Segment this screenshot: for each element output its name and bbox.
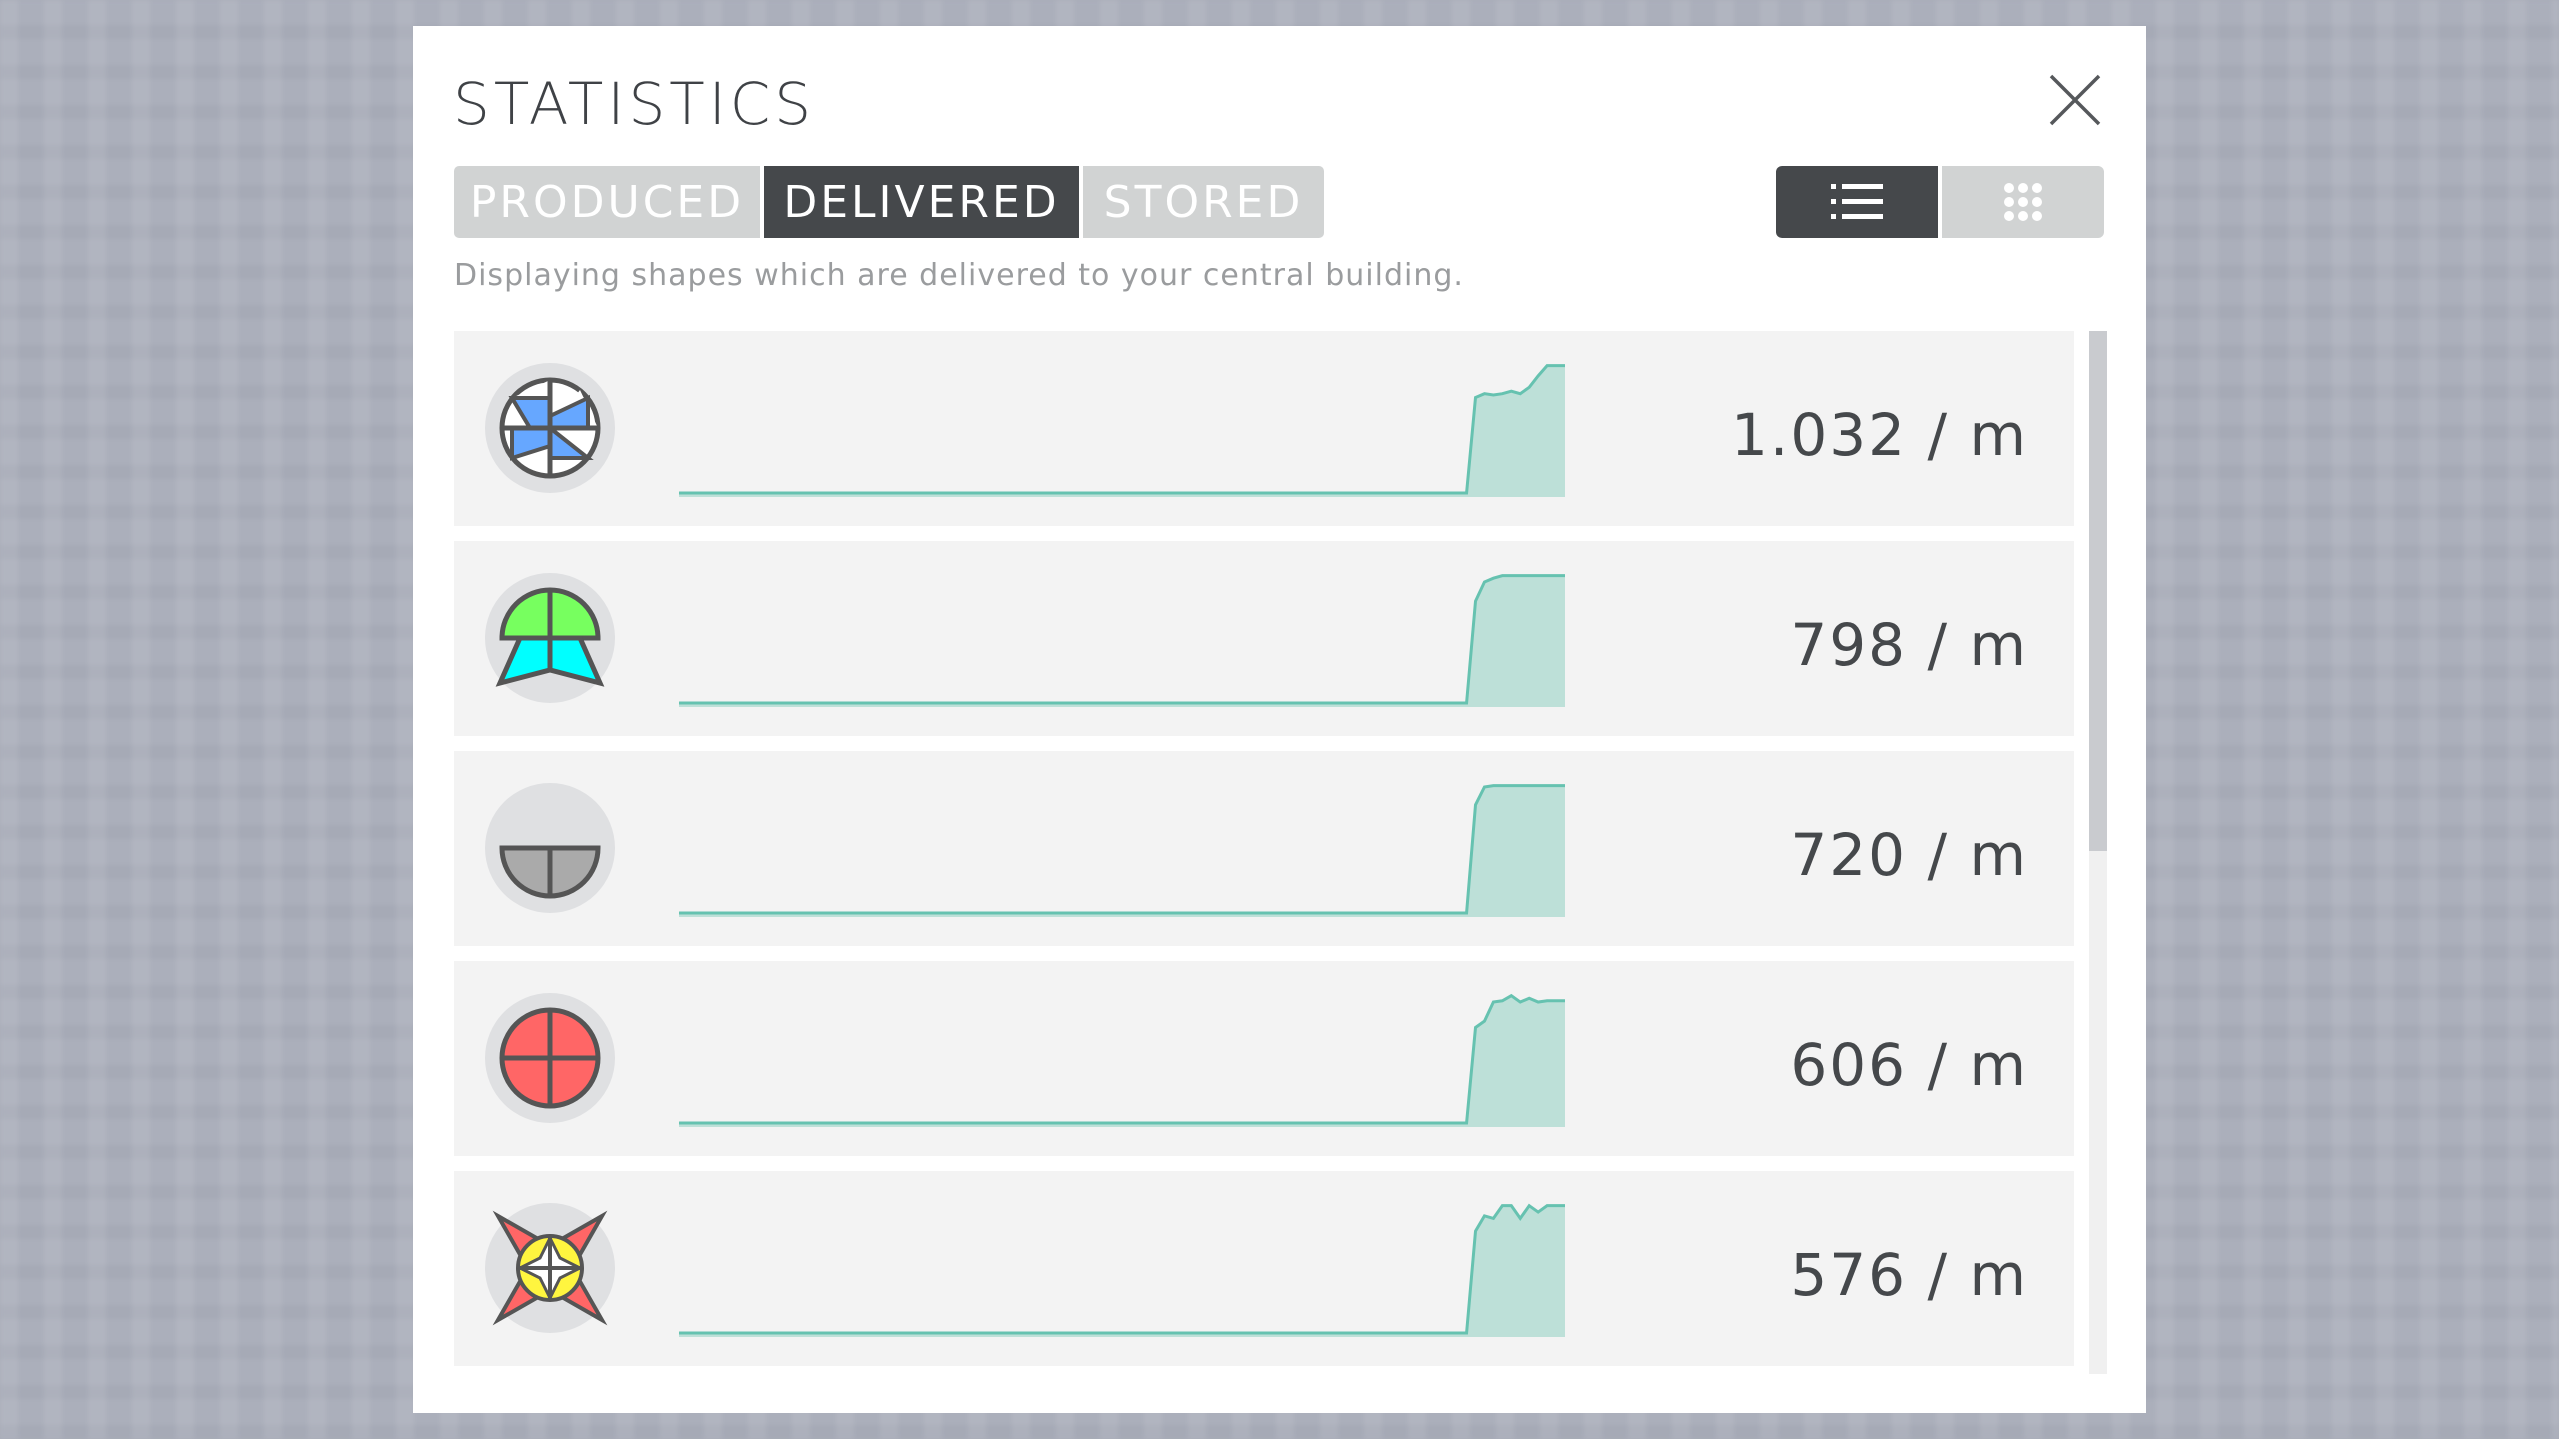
shape-row[interactable]: 1.032 / m [454, 331, 2074, 526]
sparkline-area [679, 365, 1565, 497]
shape-icon [485, 573, 615, 703]
shape-icon [485, 993, 615, 1123]
rate-sparkline [679, 783, 1565, 917]
delivery-rate: 1.032 / m [1731, 401, 2028, 469]
rate-sparkline [679, 993, 1565, 1127]
sparkline-line [679, 1206, 1565, 1333]
grid-view-button[interactable] [1942, 166, 2104, 238]
list-icon [1831, 184, 1883, 219]
view-mode-toggle [1776, 166, 2104, 238]
rate-sparkline [679, 1203, 1565, 1337]
list-view-button[interactable] [1776, 166, 1938, 238]
shape-row[interactable]: 606 / m [454, 961, 2074, 1156]
sparkline-area [679, 785, 1565, 917]
sparkline-line [679, 576, 1565, 703]
shape-icon [485, 1203, 615, 1333]
shape-icon [485, 363, 615, 493]
scrollbar[interactable] [2089, 331, 2107, 1374]
shape-row[interactable]: 798 / m [454, 541, 2074, 736]
tab-delivered[interactable]: DELIVERED [764, 166, 1079, 238]
tab-bar: PRODUCED DELIVERED STORED [454, 166, 1324, 238]
rate-sparkline [679, 573, 1565, 707]
tab-stored[interactable]: STORED [1083, 166, 1324, 238]
delivery-rate: 798 / m [1790, 611, 2028, 679]
delivery-rate: 606 / m [1790, 1031, 2028, 1099]
shape-row[interactable]: 720 / m [454, 751, 2074, 946]
tab-produced[interactable]: PRODUCED [454, 166, 760, 238]
sparkline-area [679, 1205, 1565, 1337]
sparkline-area [679, 995, 1565, 1127]
statistics-dialog: STATISTICS PRODUCED DELIVERED STORED Dis… [413, 26, 2146, 1413]
scrollbar-thumb[interactable] [2089, 331, 2107, 851]
shape-list: 1.032 / m 798 / m 720 / m 606 / m [454, 331, 2074, 1376]
rate-sparkline [679, 363, 1565, 497]
close-icon[interactable] [2048, 73, 2102, 127]
sparkline-line [679, 996, 1565, 1123]
sparkline-line [679, 786, 1565, 913]
delivery-rate: 576 / m [1790, 1241, 2028, 1309]
shape-row[interactable]: 576 / m [454, 1171, 2074, 1366]
shape-icon [485, 783, 615, 913]
delivery-rate: 720 / m [1790, 821, 2028, 889]
sparkline-area [679, 575, 1565, 707]
sparkline-line [679, 366, 1565, 493]
dialog-title: STATISTICS [453, 70, 816, 138]
description-text: Displaying shapes which are delivered to… [454, 258, 1464, 293]
grid-icon [2004, 183, 2042, 221]
